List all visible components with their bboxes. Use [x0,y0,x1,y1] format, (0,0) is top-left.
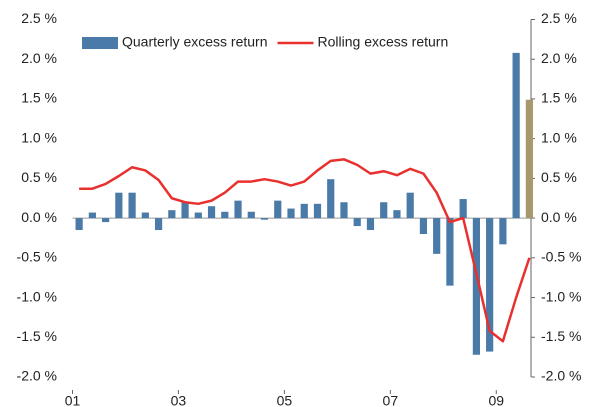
bar [512,52,520,219]
y2-tick-label: 2.5 % [541,10,577,26]
y-tick-label: 0.0 % [21,209,57,225]
bar [88,212,96,219]
bar [207,206,216,219]
y2-tick-label: 0.5 % [541,169,577,185]
y2-tick-label: 2.0 % [541,50,577,66]
bar [472,218,481,355]
bar [393,210,401,219]
bar [446,218,454,286]
bar [433,218,441,254]
bar [260,218,269,220]
y2-tick-label: 1.5 % [541,90,577,106]
y-tick-label: 2.0 % [21,50,57,66]
legend-label: Rolling excess return [318,34,449,50]
legend-label: Quarterly excess return [122,34,268,50]
bar [168,210,176,219]
bar [194,212,202,219]
y2-tick-label: -1.5 % [541,328,581,344]
x-tick-label: 05 [277,393,293,407]
bar [327,179,335,219]
line [79,158,531,343]
y-tick-label: 1.5 % [21,90,57,106]
bar [154,218,163,231]
x-tick-label: 03 [171,393,187,407]
y-tick-label: 0.5 % [21,169,57,185]
bar [380,202,388,219]
bar [406,192,414,219]
legend-swatch [82,37,118,49]
x-tick-label: 09 [488,393,504,407]
bar [247,211,255,219]
bar [234,200,242,219]
bar [340,202,348,219]
bar [486,218,494,352]
y2-tick-label: 1.0 % [541,129,577,145]
bar [353,218,361,227]
bar [287,208,295,219]
bar [75,218,83,231]
x-tick-label: 07 [383,393,399,407]
y-tick-label: -0.5 % [17,249,57,265]
bar [181,202,189,219]
y-tick-label: -1.0 % [17,288,57,304]
bar [115,192,123,219]
bar [300,203,308,219]
bar [221,211,229,219]
y2-tick-label: -2.0 % [541,368,581,384]
bar [419,218,428,234]
x-tick-label: 01 [65,393,81,407]
bar [459,199,467,219]
bar [274,200,282,219]
y-tick-label: 1.0 % [21,129,57,145]
y-tick-label: -2.0 % [17,368,57,384]
bar [128,192,136,219]
bar [141,212,149,219]
bar [102,218,110,223]
bar [313,203,322,219]
y2-tick-label: -0.5 % [541,249,581,265]
y2-tick-label: 0.0 % [541,209,577,225]
y-tick-label: 2.5 % [21,10,57,26]
bar [525,99,533,219]
y-tick-label: -1.5 % [17,328,57,344]
bar [366,218,375,231]
bar [499,218,507,245]
y2-tick-label: -1.0 % [541,288,581,304]
